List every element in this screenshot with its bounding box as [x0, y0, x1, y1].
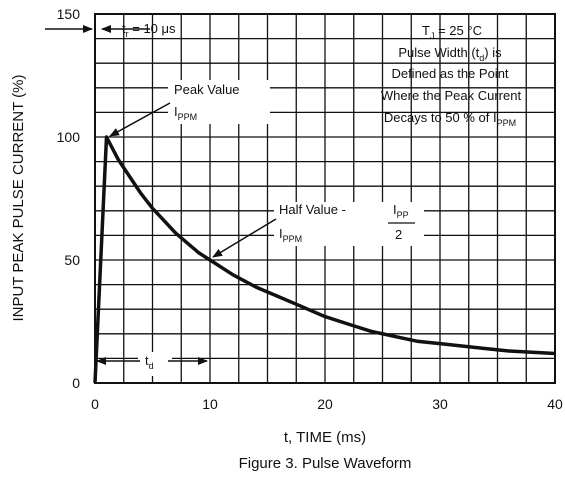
series-line [93, 135, 556, 384]
svg-text:Pulse Width (td) is: Pulse Width (td) is [398, 45, 502, 63]
svg-text:Defined as the Point: Defined as the Point [391, 66, 508, 81]
td-label-bg [138, 352, 172, 376]
x-tick-label: 10 [202, 396, 218, 412]
x-tick-label: 0 [91, 396, 99, 412]
y-tick-label: 0 [72, 375, 80, 391]
half-label-bg [274, 202, 424, 246]
conditions-text: TJ = 25 °C Pulse Width (td) is Defined a… [381, 23, 522, 128]
half-frac-den: 2 [395, 227, 402, 242]
x-tick-label: 20 [317, 396, 333, 412]
peak-label-bg [168, 80, 270, 124]
peak-symbol: IPPM [174, 104, 197, 122]
y-tick-label: 150 [57, 6, 81, 22]
svg-text:Decays to 50 % of IPPM: Decays to 50 % of IPPM [384, 110, 516, 128]
x-tick-label: 40 [547, 396, 563, 412]
peak-label: Peak Value [174, 82, 240, 97]
tr-annotation: tr = 10 μs [122, 21, 176, 39]
half-label: Half Value - [279, 202, 346, 217]
grid [95, 14, 555, 383]
tick-labels: 0 10 20 30 40 0 50 100 150 [57, 6, 563, 412]
y-axis-title: INPUT PEAK PULSE CURRENT (%) [10, 75, 27, 322]
x-axis-title: t, TIME (ms) [284, 429, 366, 446]
td-annotation: td [145, 353, 154, 371]
plot-frame [94, 13, 556, 384]
figure-caption: Figure 3. Pulse Waveform [239, 455, 412, 472]
svg-text:Where the Peak Current: Where the Peak Current [381, 88, 522, 103]
half-arrow [212, 218, 277, 258]
svg-text:TJ = 25 °C: TJ = 25 °C [422, 23, 482, 41]
y-tick-label: 50 [64, 252, 80, 268]
half-frac-num: IPP [393, 202, 409, 220]
x-tick-label: 30 [432, 396, 448, 412]
peak-arrow [109, 102, 171, 137]
half-symbol: IPPM [279, 226, 302, 244]
y-tick-label: 100 [57, 129, 81, 145]
